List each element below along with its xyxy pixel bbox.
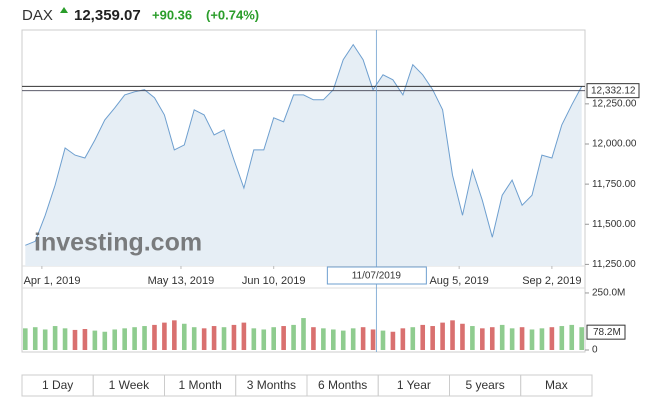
volume-bar: [509, 328, 515, 350]
volume-bar: [340, 330, 346, 350]
x-tick-label: Aug 5, 2019: [429, 275, 488, 287]
volume-bar: [42, 329, 48, 350]
volume-bar: [72, 329, 78, 350]
volume-bar: [231, 324, 237, 350]
volume-bar: [480, 328, 485, 350]
volume-bar: [529, 329, 535, 350]
volume-bar: [291, 324, 296, 350]
range-button-label[interactable]: Max: [545, 378, 568, 392]
volume-bar: [559, 326, 565, 350]
volume-bar: [489, 327, 495, 350]
y-tick-label: 12,000.00: [592, 139, 637, 150]
y-tick-label: 250.0M: [592, 288, 625, 299]
symbol: DAX: [22, 7, 53, 24]
volume-bar: [132, 327, 137, 350]
volume-bar: [122, 328, 127, 350]
volume-bar: [102, 331, 108, 350]
y-tick-label: 0: [592, 345, 598, 356]
volume-bar: [569, 324, 575, 350]
range-button-label[interactable]: 6 Months: [318, 378, 367, 392]
x-tick-label: May 13, 2019: [148, 275, 215, 287]
up-arrow: [60, 7, 68, 13]
price-line: [25, 43, 583, 246]
volume-bar: [360, 327, 366, 350]
volume-bar: [92, 330, 98, 350]
volume-bar: [181, 323, 187, 350]
watermark: investing.com: [34, 229, 202, 257]
volume-bar: [440, 322, 445, 350]
range-button-label[interactable]: 1 Year: [397, 378, 431, 392]
volume-bar: [519, 327, 525, 350]
volume-bar: [251, 328, 257, 350]
x-tick-label: Jun 10, 2019: [242, 275, 306, 287]
volume-bar: [370, 329, 376, 350]
y-tick-label: 11,250.00: [592, 259, 636, 270]
volume-bar: [380, 330, 386, 350]
change-percent: (+0.74%): [206, 7, 259, 22]
volume-bar: [82, 329, 88, 350]
volume-bar: [23, 328, 28, 350]
volume-bar: [62, 328, 68, 350]
volume-bar: [350, 328, 356, 350]
y-tick-label: 11,500.00: [592, 219, 636, 230]
volume-bar: [390, 331, 396, 350]
volume-bar: [539, 328, 545, 350]
range-button-label[interactable]: 1 Month: [178, 378, 221, 392]
area-fill: [25, 44, 582, 266]
y-tick-label: 12,250.00: [592, 98, 637, 109]
volume-bar: [221, 327, 227, 350]
volume-bar: [52, 326, 58, 350]
price: 12,359.07: [74, 7, 141, 24]
range-button-label[interactable]: 5 years: [465, 378, 504, 392]
range-button-label[interactable]: 3 Months: [247, 378, 296, 392]
volume-bar: [142, 326, 147, 350]
range-button-label[interactable]: 1 Day: [42, 378, 73, 392]
range-button[interactable]: [520, 374, 593, 397]
change: +90.36: [152, 7, 192, 22]
volume-bar: [191, 327, 197, 350]
volume-bar: [430, 326, 435, 350]
volume-bar: [32, 327, 38, 350]
x-tick-label: Sep 2, 2019: [522, 275, 581, 287]
current-volume-label: 78.2M: [593, 327, 621, 338]
volume-bar: [301, 318, 306, 350]
crosshair-value-label: 12,332.12: [591, 85, 636, 96]
crosshair-date-box: [326, 266, 427, 285]
volume-bar: [241, 322, 247, 350]
volume-bar: [162, 322, 167, 350]
y-tick-label: 11,750.00: [592, 179, 636, 190]
volume-bar: [420, 324, 426, 350]
range-button-label[interactable]: 1 Week: [109, 378, 150, 392]
x-tick-label: Apr 1, 2019: [24, 275, 81, 287]
volume-bar: [579, 327, 584, 350]
volume-bar: [321, 328, 326, 350]
volume-bar: [172, 320, 177, 350]
crosshair-date-label: 11/07/2019: [352, 271, 402, 282]
crosshair-value-box: [586, 83, 640, 99]
volume-bar: [410, 327, 416, 350]
volume-bar: [281, 326, 286, 350]
volume-bar: [152, 324, 157, 350]
volume-bar: [400, 328, 406, 350]
volume-bar: [112, 329, 118, 350]
volume-bar: [460, 323, 465, 350]
volume-bar: [201, 328, 207, 350]
volume-bar: [450, 320, 455, 350]
volume-bar: [271, 327, 276, 350]
volume-bar: [549, 327, 555, 350]
volume-bar: [470, 326, 475, 350]
chart-frame: [21, 29, 586, 353]
volume-bar: [499, 324, 505, 350]
current-volume-box: [586, 324, 626, 340]
volume-bar: [261, 329, 267, 350]
volume-bar: [331, 329, 336, 350]
volume-bar: [311, 327, 316, 350]
volume-bar: [211, 326, 217, 350]
